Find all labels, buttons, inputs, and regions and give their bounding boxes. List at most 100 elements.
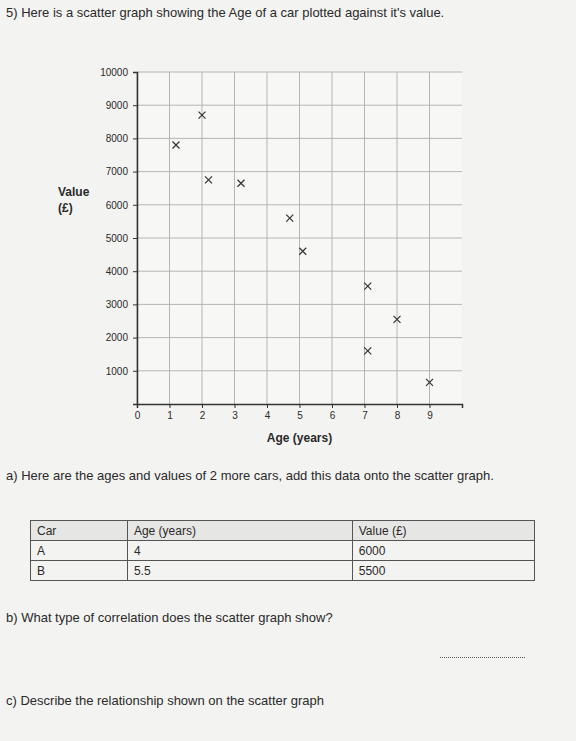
x-tick: 4	[265, 404, 271, 421]
x-tick-label: 3	[232, 410, 238, 421]
grid-line-y	[137, 304, 462, 305]
grid-line-y	[137, 337, 462, 338]
y-tick-mark	[133, 172, 137, 173]
point	[205, 176, 212, 183]
point	[364, 347, 371, 354]
table-header: CarAge (years)Value (£)	[31, 521, 535, 541]
x-axis: 0 1 2 3 4 5 6 7 8 9	[135, 404, 463, 421]
y-tick: 5000	[106, 233, 137, 244]
grid-line-y	[137, 271, 462, 272]
y-tick-label: 2000	[106, 332, 129, 343]
y-tick: 4000	[106, 266, 137, 277]
table-cell: 4	[127, 541, 352, 561]
x-tick-mark	[235, 404, 236, 408]
point	[299, 248, 306, 255]
x-tick-mark	[300, 404, 301, 408]
x-tick-mark	[202, 404, 203, 408]
x-tick: 3	[232, 404, 238, 421]
table-cell: B	[31, 561, 128, 581]
x-tick-label: 2	[200, 410, 206, 421]
grid-line-y	[137, 238, 462, 239]
table-row: A46000	[31, 541, 535, 561]
grid-line-y	[137, 72, 462, 73]
y-axis-title-part: (£)	[58, 201, 73, 215]
y-axis-title: Value(£)	[58, 185, 90, 215]
point	[394, 316, 401, 323]
y-tick-mark	[133, 72, 137, 73]
point	[286, 215, 293, 222]
table-cell: A	[31, 541, 128, 561]
x-tick-label: 1	[167, 410, 173, 421]
table-cell: 5500	[352, 561, 534, 581]
x-axis-line	[138, 405, 463, 409]
x-tick-label: 5	[297, 410, 303, 421]
x-tick: 6	[330, 404, 336, 421]
x-tick: 8	[395, 404, 401, 421]
y-tick-mark	[133, 271, 137, 272]
y-tick-label: 7000	[106, 166, 129, 177]
y-tick: 2000	[106, 332, 137, 343]
point	[364, 283, 371, 290]
x-tick: 1	[167, 404, 173, 421]
y-tick-label: 5000	[106, 233, 129, 244]
grid	[137, 72, 462, 404]
y-tick-mark	[133, 371, 137, 372]
x-tick: 2	[200, 404, 206, 421]
y-tick-label: 8000	[106, 133, 129, 144]
y-tick-label: 4000	[106, 266, 129, 277]
x-tick-label: 4	[265, 410, 271, 421]
y-tick-label: 1000	[106, 366, 129, 377]
grid-line-y	[137, 138, 462, 139]
y-tick: 3000	[106, 299, 137, 310]
question-b: b) What type of correlation does the sca…	[6, 608, 333, 628]
table-cell: 5.5	[127, 561, 352, 581]
grid-line-y	[137, 105, 462, 106]
y-axis-line	[133, 73, 138, 405]
x-tick-label: 0	[135, 410, 141, 421]
x-tick-mark	[332, 404, 333, 408]
table-row: B5.55500	[31, 561, 535, 581]
y-tick: 7000	[106, 166, 137, 177]
y-tick-label: 6000	[106, 200, 129, 211]
x-tick: 9	[427, 404, 433, 421]
x-tick-label: 9	[427, 410, 433, 421]
y-tick: 1000	[106, 366, 137, 377]
point	[199, 112, 206, 119]
y-tick: 9000	[106, 100, 137, 111]
header-cell: Car	[31, 521, 128, 541]
x-tick-label: 6	[330, 410, 336, 421]
data-table: CarAge (years)Value (£)A46000B5.55500	[30, 520, 535, 581]
y-axis: 1000 2000 3000 4000 5000 6000 7000 8000 9000 1000…	[100, 67, 137, 405]
answer-line	[440, 656, 525, 658]
x-tick: 5	[297, 404, 303, 421]
points	[173, 112, 434, 386]
point	[173, 142, 180, 149]
x-tick-mark	[170, 404, 171, 408]
title: 5) Here is a scatter graph showing the A…	[6, 5, 444, 20]
grid-line-y	[137, 204, 462, 205]
point	[238, 180, 245, 187]
question-a: a) Here are the ages and values of 2 mor…	[6, 466, 536, 486]
grid-line-y	[137, 171, 462, 172]
y-tick-mark	[133, 238, 137, 239]
y-tick-mark	[133, 205, 137, 206]
x-tick-mark	[365, 404, 366, 408]
x-tick-label: 8	[395, 410, 401, 421]
plot-area	[137, 72, 462, 404]
x-tick: 0	[135, 404, 141, 421]
header-cell: Age (years)	[127, 521, 352, 541]
y-tick: 6000	[106, 200, 137, 211]
y-tick-label: 9000	[106, 100, 129, 111]
point	[426, 379, 433, 386]
header-cell: Value (£)	[352, 521, 534, 541]
y-tick-mark	[133, 304, 137, 305]
y-tick-label: 10000	[100, 67, 128, 78]
x-axis-title: Age (years)	[267, 431, 332, 445]
x-tick-mark	[430, 404, 431, 408]
question-c: c) Describe the relationship shown on th…	[6, 691, 324, 711]
y-tick-mark	[133, 138, 137, 139]
x-tick-mark	[397, 404, 398, 408]
x-tick-label: 7	[362, 410, 368, 421]
y-tick: 8000	[106, 133, 137, 144]
x-tick: 7	[362, 404, 368, 421]
